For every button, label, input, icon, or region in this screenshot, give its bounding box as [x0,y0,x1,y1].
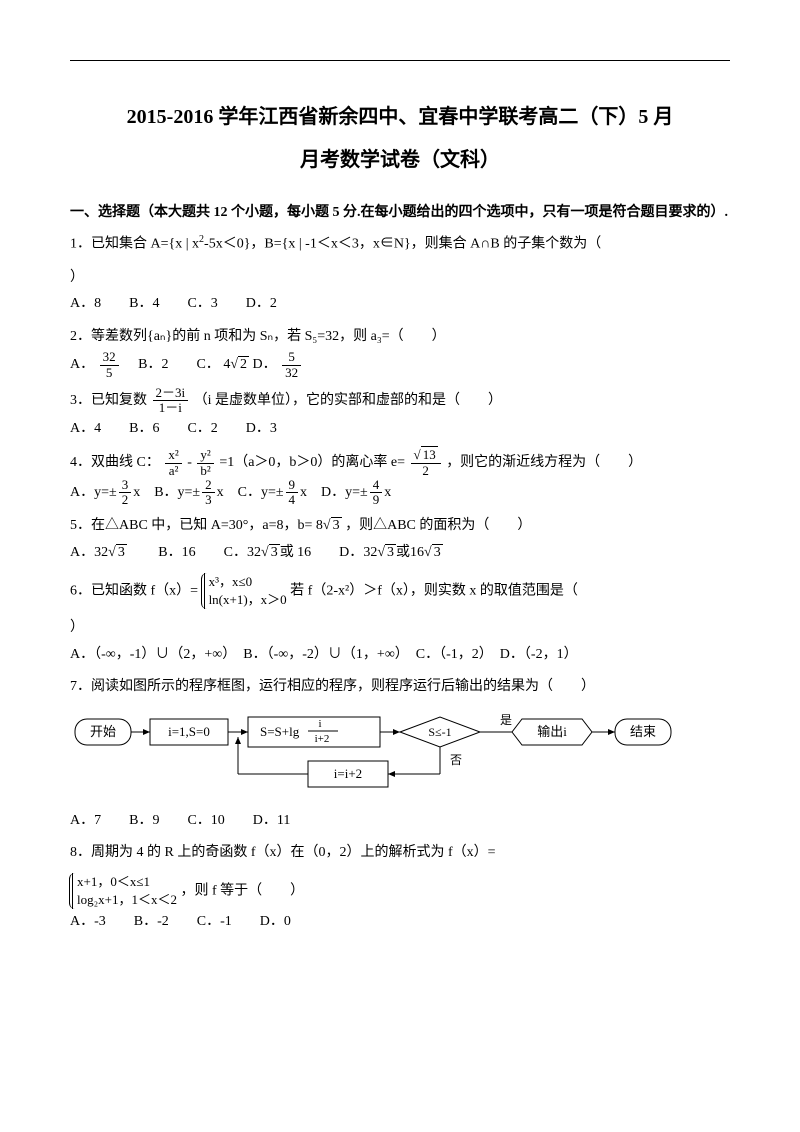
flow-no: 否 [450,753,462,767]
title-line-1: 2015-2016 学年江西省新余四中、宜春中学联考高二（下）5 月 [70,101,730,133]
top-rule [70,60,730,61]
question-1: 1．已知集合 A={x | x2-5x＜0}，B={x | -1＜x＜3，x∈N… [70,230,730,258]
q6-options: A．（-∞，-1）∪（2，+∞） B．（-∞，-2）∪（1，+∞） C．（-1，… [70,642,730,669]
q6-stem-a: 6．已知函数 f（x）= [70,583,198,598]
q3-stem-a: 3．已知复数 [70,393,151,408]
q4-ecc: √132 [411,448,441,478]
question-6: 6．已知函数 f（x）= x³，x≤0 ln(x+1)，x＞0 若 f（2-x²… [70,573,730,609]
q2-frac-a: 325 [100,350,119,380]
q4-mid: - [187,455,192,470]
q1-stem-b: -5x＜0}，B={x | -1＜x＜3，x∈N}，则集合 A∩B 的子集个数为… [204,237,601,252]
q1-close: ） [70,265,730,292]
q5-options: A．32√3 B．16 C．32√3或 16 D．32√3或16√3 [70,540,730,567]
q6-stem-b: 若 f（2-x²）＞f（x），则实数 x 的取值范围是（ [290,583,578,598]
q3-frac: 2－3i1－i [153,386,189,416]
question-7: 7．阅读如图所示的程序框图，运行相应的程序，则程序运行后输出的结果为（ ） [70,674,730,701]
q8-options: A．-3 B．-2 C．-1 D．0 [70,909,730,936]
question-3: 3．已知复数 2－3i1－i （i 是虚数单位），它的实部和虚部的和是（ ） [70,386,730,416]
q2-opt-a-label: A． [70,357,94,372]
question-4: 4．双曲线 C： x²a² - y²b² =1（a＞0，b＞0）的离心率 e= … [70,448,730,478]
q8-piecewise: x+1，0＜x≤1 log₂x+1，1＜x＜2 [72,873,177,909]
flow-init: i=1,S=0 [168,724,210,739]
question-2: 2．等差数列{aₙ}的前 n 项和为 Sₙ，若 S₅=32，则 a₃=（ ） [70,324,730,351]
flowchart-svg: 开始 i=1,S=0 S=S+lg i i+2 S≤-1 是 输出i 结束 否 [70,709,710,804]
flow-start: 开始 [90,724,116,739]
q5-stem-a: 5．在△ABC 中，已知 A=30°，a=8，b= [70,518,312,533]
q1-stem-a: 1．已知集合 A={x | x [70,237,199,252]
q4-stem-a: 4．双曲线 C： [70,455,160,470]
flow-frac-den: i+2 [315,733,330,745]
q4-frac1: x²a² [165,448,181,478]
q8-piecewise-row: x+1，0＜x≤1 log₂x+1，1＜x＜2 ，则 f 等于（ ） [70,873,730,909]
question-8: 8．周期为 4 的 R 上的奇函数 f（x）在（0，2）上的解析式为 f（x）= [70,840,730,867]
flow-end: 结束 [630,724,656,739]
flow-inc: i=i+2 [334,766,362,781]
q2-opt-c-pre: 4 [223,357,230,372]
section-heading: 一、选择题（本大题共 12 个小题，每小题 5 分.在每小题给出的四个选项中，只… [70,202,730,224]
q2-opt-b: B．2 C． [124,357,220,372]
q3-stem-b: （i 是虚数单位），它的实部和虚部的和是（ ） [194,393,502,408]
q4-stem-c: ，则它的渐近线方程为（ ） [446,455,642,470]
flow-frac-num: i [318,718,321,730]
q4-stem-b: =1（a＞0，b＞0）的离心率 e= [219,455,405,470]
q4-options: A．y=±32x B．y=±23x C．y=±94x D．y=±49x [70,478,730,508]
q6-close: ） [70,615,730,642]
q5-stem-b: ，则△ABC 的面积为（ ） [345,518,531,533]
q4-frac2: y²b² [197,448,213,478]
q6-piecewise: x³，x≤0 ln(x+1)，x＞0 [204,573,287,609]
flow-cond: S≤-1 [428,725,451,739]
page: 2015-2016 学年江西省新余四中、宜春中学联考高二（下）5 月 月考数学试… [0,0,800,1132]
q8-stem-b: ，则 f 等于（ ） [180,883,304,898]
flow-calc-a: S=S+lg [260,724,300,739]
title-line-2: 月考数学试卷（文科） [70,143,730,172]
flow-yes: 是 [500,713,512,727]
q2-options: A． 325 B．2 C． 4√2 D． 532 [70,350,730,380]
q2-opt-d-label: D． [253,357,277,372]
q1-options: A．8 B．4 C．3 D．2 [70,291,730,318]
flowchart: 开始 i=1,S=0 S=S+lg i i+2 S≤-1 是 输出i 结束 否 [70,709,730,804]
flow-out: 输出i [537,724,567,739]
q7-options: A．7 B．9 C．10 D．11 [70,808,730,835]
q2-frac-d: 532 [282,350,301,380]
question-5: 5．在△ABC 中，已知 A=30°，a=8，b= 8√3 ，则△ABC 的面积… [70,513,730,540]
q2-opt-c-rad: 2 [238,356,249,372]
q3-options: A．4 B．6 C．2 D．3 [70,416,730,443]
